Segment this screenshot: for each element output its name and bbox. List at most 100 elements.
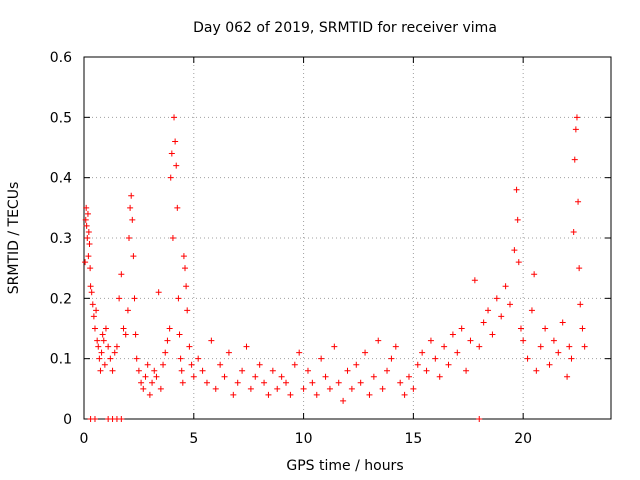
data-point: [401, 391, 408, 398]
data-point: [449, 331, 456, 338]
x-tick-label: 15: [404, 431, 422, 447]
data-point: [138, 379, 145, 386]
data-point: [195, 355, 202, 362]
data-point: [283, 379, 290, 386]
data-point: [300, 385, 307, 392]
data-point: [130, 253, 137, 260]
y-tick-label: 0.2: [50, 291, 72, 307]
data-point: [157, 385, 164, 392]
data-point: [555, 349, 562, 356]
data-point: [84, 235, 91, 241]
data-point: [559, 319, 566, 326]
data-point: [370, 373, 377, 380]
data-point: [87, 265, 94, 272]
data-point: [113, 343, 120, 350]
data-point: [256, 361, 263, 368]
data-point: [269, 367, 276, 374]
data-point: [91, 416, 98, 422]
data-point: [432, 355, 439, 362]
y-tick-label: 0.6: [50, 50, 72, 66]
data-point: [126, 235, 133, 241]
data-point: [203, 379, 210, 386]
data-point: [86, 241, 93, 248]
data-point: [129, 216, 136, 223]
data-point: [247, 385, 254, 392]
data-points: [82, 114, 588, 422]
data-point: [162, 349, 169, 356]
data-point: [313, 391, 320, 398]
data-point: [419, 349, 426, 356]
data-point: [528, 307, 535, 314]
x-tick-label: 0: [80, 431, 89, 447]
data-point: [168, 150, 175, 157]
data-point: [94, 337, 101, 344]
data-point: [85, 253, 92, 260]
data-point: [572, 126, 579, 133]
data-point: [471, 277, 478, 284]
data-point: [533, 367, 540, 374]
data-point: [146, 391, 153, 398]
data-point: [405, 373, 412, 380]
data-point: [410, 385, 417, 392]
data-point: [517, 325, 524, 332]
data-point: [531, 271, 538, 278]
data-point: [261, 379, 268, 386]
data-point: [502, 283, 509, 290]
data-point: [176, 331, 183, 338]
data-point: [375, 337, 382, 344]
data-point: [353, 361, 360, 368]
data-point: [89, 301, 96, 308]
data-point: [164, 337, 171, 344]
y-tick-label: 0.3: [50, 231, 72, 247]
data-point: [454, 349, 461, 356]
data-point: [414, 361, 421, 368]
data-point: [91, 325, 98, 332]
data-point: [524, 355, 531, 362]
data-point: [436, 373, 443, 380]
data-point: [550, 337, 557, 344]
data-point: [131, 295, 138, 302]
data-point: [135, 367, 142, 374]
data-point: [208, 337, 215, 344]
data-point: [88, 289, 95, 296]
data-point: [199, 367, 206, 374]
data-point: [304, 367, 311, 374]
data-point: [184, 307, 191, 314]
data-point: [467, 337, 474, 344]
data-point: [485, 307, 492, 314]
data-point: [212, 385, 219, 392]
data-point: [274, 385, 281, 392]
data-point: [458, 325, 465, 332]
data-point: [546, 361, 553, 368]
data-point: [98, 349, 105, 356]
data-point: [287, 391, 294, 398]
data-point: [513, 186, 520, 193]
data-point: [322, 373, 329, 380]
data-point: [265, 391, 272, 398]
data-point: [476, 343, 483, 350]
data-point: [96, 355, 103, 362]
data-point: [427, 337, 434, 344]
y-tick-label: 0.5: [50, 110, 72, 126]
data-point: [142, 373, 149, 380]
data-point: [423, 367, 430, 374]
data-point: [291, 361, 298, 368]
data-point: [128, 192, 135, 199]
data-point: [252, 373, 259, 380]
x-tick-label: 10: [295, 431, 313, 447]
data-point: [493, 295, 500, 302]
data-point: [514, 216, 521, 223]
data-point: [172, 138, 179, 145]
data-point: [169, 235, 176, 241]
data-point: [318, 355, 325, 362]
x-tick-label: 5: [189, 431, 198, 447]
data-point: [217, 361, 224, 368]
data-point: [179, 379, 186, 386]
data-point: [100, 337, 107, 344]
grid: [84, 57, 611, 419]
data-point: [85, 228, 92, 235]
data-point: [177, 355, 184, 362]
data-point: [102, 325, 109, 332]
data-point: [348, 385, 355, 392]
data-point: [151, 367, 158, 374]
